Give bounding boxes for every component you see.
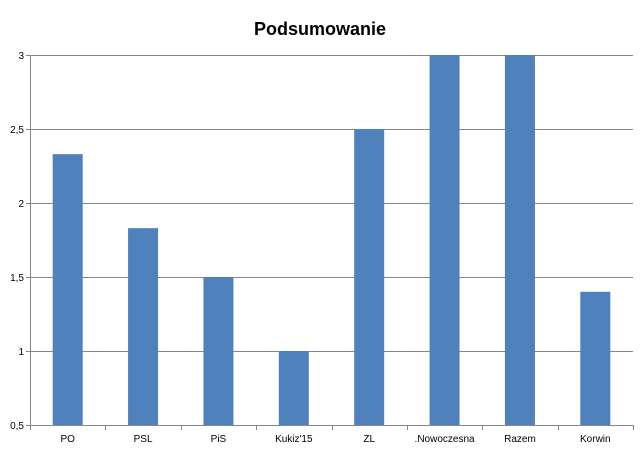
bar-razem <box>504 55 535 425</box>
tick-labels: 0,5 1 1,5 2 2,5 3 PO PSL PiS Kukiz'15 ZL .Nowoczesn… <box>10 51 611 445</box>
x-tick-label: .Nowoczesna <box>415 434 475 445</box>
axes <box>26 55 634 430</box>
x-tick-label: PSL <box>134 434 153 445</box>
y-tick-label: 1 <box>18 347 24 358</box>
bar-nowoczesna <box>429 55 460 425</box>
x-tick-label: Korwin <box>580 434 611 445</box>
x-tick-label: PO <box>60 434 75 445</box>
bar-kukiz15 <box>278 351 309 425</box>
bar-psl <box>128 228 159 425</box>
bars <box>52 55 611 425</box>
chart-title: Podsumowanie <box>253 19 387 39</box>
x-tick-label: PiS <box>211 434 227 445</box>
y-tick-label: 2,5 <box>10 125 24 136</box>
y-tick-label: 3 <box>18 51 24 62</box>
y-tick-label: 0,5 <box>10 421 24 432</box>
bar-zl <box>354 129 385 425</box>
x-tick-label: ZL <box>363 434 375 445</box>
bar-korwin <box>580 291 611 425</box>
bar-pis <box>203 277 234 425</box>
y-tick-label: 1,5 <box>10 273 24 284</box>
x-tick-label: Kukiz'15 <box>275 434 313 445</box>
gridlines <box>30 55 633 352</box>
x-tick-label: Razem <box>504 434 536 445</box>
bar-po <box>52 154 83 425</box>
y-tick-label: 2 <box>18 199 24 210</box>
